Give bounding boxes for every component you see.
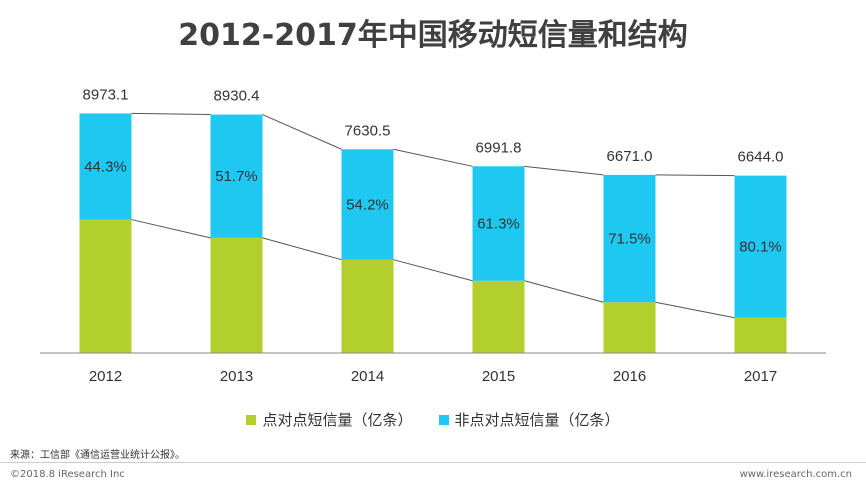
legend-label-non-p2p: 非点对点短信量（亿条） <box>454 411 620 429</box>
non-p2p-share-label-2015: 61.3% <box>477 216 520 233</box>
x-tick-2014: 2014 <box>351 368 384 385</box>
bar-non-p2p-2015 <box>472 166 525 281</box>
stacked-bar-chart: 8973.1 44.3% 2012 8930.4 51.7% 2013 7630.5 54.2… <box>40 86 826 385</box>
bar-non-p2p-2013 <box>210 114 263 238</box>
bar-p2p-2016 <box>603 302 656 353</box>
connector-p2p-1 <box>262 237 342 261</box>
total-label-2014: 7630.5 <box>345 122 391 139</box>
connector-total-4 <box>655 174 735 177</box>
bar-p2p-2014 <box>341 259 394 353</box>
chart-title: 2012-2017年中国移动短信量和结构 <box>178 18 688 53</box>
x-tick-2012: 2012 <box>89 368 122 385</box>
x-tick-2015: 2015 <box>482 368 515 385</box>
connector-total-1 <box>262 114 342 150</box>
bar-non-p2p-2012 <box>79 113 132 220</box>
chart-legend: 点对点短信量（亿条） 非点对点短信量（亿条） <box>0 409 866 430</box>
total-label-2013: 8930.4 <box>214 88 260 105</box>
legend-item-p2p: 点对点短信量（亿条） <box>246 409 413 430</box>
x-tick-2013: 2013 <box>220 368 253 385</box>
legend-swatch-non-p2p <box>438 414 449 425</box>
legend-item-non-p2p: 非点对点短信量（亿条） <box>438 409 620 430</box>
bar-p2p-2013 <box>210 237 263 353</box>
non-p2p-share-label-2014: 54.2% <box>346 196 389 213</box>
connector-p2p-2 <box>393 259 473 282</box>
connector-total-2 <box>393 148 473 167</box>
bar-p2p-2015 <box>472 280 525 353</box>
bar-non-p2p-2017 <box>734 175 787 318</box>
connector-p2p-4 <box>655 301 735 319</box>
x-tick-2017: 2017 <box>744 368 777 385</box>
footer-divider <box>0 462 866 463</box>
legend-swatch-p2p <box>246 414 257 425</box>
source-note: 来源：工信部《通信运营业统计公报》。 <box>10 450 185 461</box>
connector-total-3 <box>524 165 604 176</box>
website-text: www.iresearch.com.cn <box>739 469 852 480</box>
non-p2p-share-label-2013: 51.7% <box>215 168 258 185</box>
total-label-2012: 8973.1 <box>83 86 129 103</box>
x-tick-2016: 2016 <box>613 368 646 385</box>
non-p2p-share-label-2017: 80.1% <box>739 239 782 256</box>
non-p2p-share-label-2016: 71.5% <box>608 231 651 248</box>
copyright-text: ©2018.8 iResearch Inc <box>10 469 125 480</box>
non-p2p-share-label-2012: 44.3% <box>84 158 127 175</box>
bar-p2p-2017 <box>734 317 787 353</box>
bar-p2p-2012 <box>79 219 132 353</box>
connector-p2p-3 <box>524 280 604 303</box>
bar-non-p2p-2016 <box>603 174 656 303</box>
total-label-2016: 6671.0 <box>607 148 653 165</box>
total-label-2017: 6644.0 <box>738 149 784 166</box>
bar-non-p2p-2014 <box>341 149 394 260</box>
legend-label-p2p: 点对点短信量（亿条） <box>262 411 413 429</box>
total-label-2015: 6991.8 <box>476 139 522 156</box>
connector-p2p-0 <box>131 219 211 239</box>
connector-total-0 <box>131 112 211 116</box>
